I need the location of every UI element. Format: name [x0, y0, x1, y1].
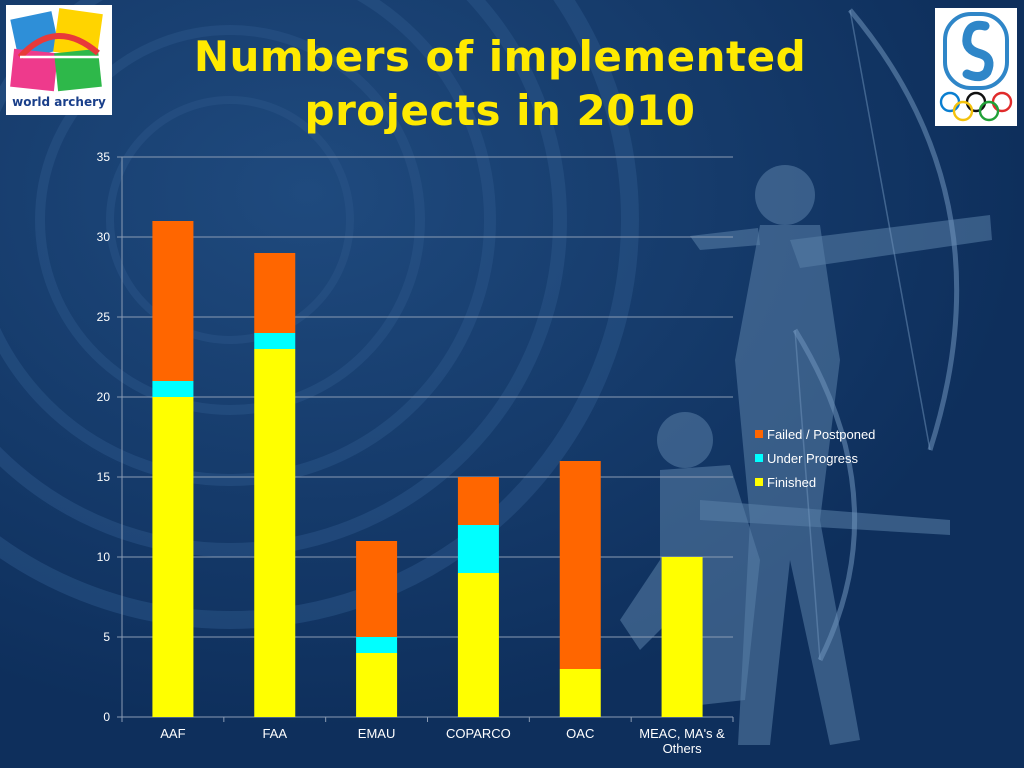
bar-failed-postponed-oac	[559, 461, 601, 669]
y-tick-label: 10	[97, 550, 111, 564]
x-tick-labels: AAF FAA EMAU COPARCO OAC MEAC, MA's &Others	[160, 726, 725, 756]
bar-finished-meac-ma-s-others	[661, 557, 703, 717]
olympic-solidarity-logo	[935, 8, 1017, 126]
axes	[117, 156, 734, 722]
target-rings-decoration	[0, 0, 639, 629]
y-tick-labels: 0 5 10 15 20 25 30 35	[97, 150, 111, 724]
y-tick-label: 25	[97, 310, 111, 324]
slide-title: Numbers of implemented projects in 2010	[150, 30, 850, 138]
x-tick-label: MEAC, MA's &	[639, 726, 725, 741]
bar-under-progress-emau	[356, 637, 398, 653]
legend-label: Under Progress	[767, 450, 859, 466]
title-line-2: projects in 2010	[304, 86, 696, 135]
bar-failed-postponed-faa	[254, 253, 296, 333]
legend-label: Failed / Postponed	[767, 426, 876, 442]
logo-left-text: world archery	[12, 95, 106, 109]
legend-label: Finished	[767, 474, 817, 490]
archer-silhouette-icon	[620, 165, 992, 745]
legend-swatch	[755, 478, 763, 486]
bars	[152, 221, 703, 717]
legend-swatch	[755, 454, 763, 462]
legend-item: Under Progress	[755, 446, 875, 470]
world-archery-logo: world archery	[6, 5, 112, 115]
x-tick-label: AAF	[160, 726, 185, 741]
title-line-1: Numbers of implemented	[193, 32, 807, 81]
grid-lines	[122, 156, 733, 638]
bar-under-progress-aaf	[152, 381, 194, 397]
y-tick-label: 15	[97, 470, 111, 484]
legend-swatch	[755, 430, 763, 438]
legend-item: Finished	[755, 470, 875, 494]
y-tick-label: 35	[97, 150, 111, 164]
chart-legend: Failed / Postponed Under Progress Finished	[755, 422, 875, 494]
bar-failed-postponed-coparco	[457, 477, 499, 525]
x-tick-label: EMAU	[358, 726, 396, 741]
y-tick-label: 20	[97, 390, 111, 404]
y-tick-label: 5	[103, 630, 110, 644]
bar-finished-aaf	[152, 397, 194, 717]
y-tick-label: 30	[97, 230, 111, 244]
x-tick-label: COPARCO	[446, 726, 511, 741]
bar-finished-emau	[356, 653, 398, 717]
x-tick-label: FAA	[262, 726, 287, 741]
legend-item: Failed / Postponed	[755, 422, 875, 446]
x-tick-label: OAC	[566, 726, 594, 741]
bar-under-progress-coparco	[457, 525, 499, 573]
bar-failed-postponed-emau	[356, 541, 398, 637]
bow-decoration	[792, 8, 960, 662]
x-tick-label: Others	[663, 741, 703, 756]
bar-finished-coparco	[457, 573, 499, 717]
y-tick-label: 0	[103, 710, 110, 724]
bar-failed-postponed-aaf	[152, 221, 194, 381]
bar-finished-faa	[254, 349, 296, 717]
bar-finished-oac	[559, 669, 601, 717]
bar-under-progress-faa	[254, 333, 296, 349]
